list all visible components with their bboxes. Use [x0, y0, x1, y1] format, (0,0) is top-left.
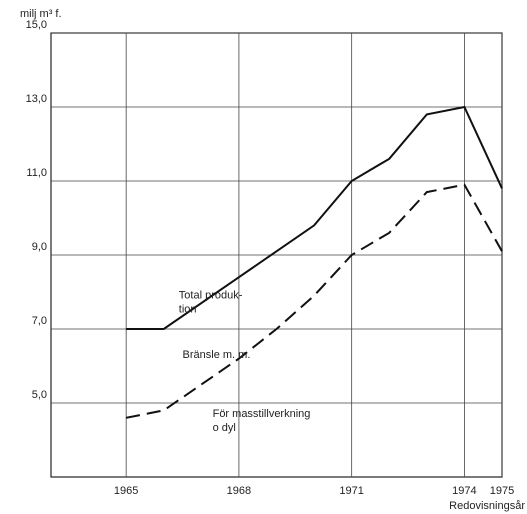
y-tick-label: 13,0 [26, 93, 47, 105]
y-axis-label: milj m³ f. [20, 8, 62, 20]
x-tick-label: 1975 [490, 485, 514, 497]
annotation: Total produk- [179, 290, 243, 302]
annotation: För masstillverkning [213, 408, 311, 420]
y-tick-label: 9,0 [32, 241, 47, 253]
y-tick-label: 5,0 [32, 389, 47, 401]
y-tick-label: 7,0 [32, 315, 47, 327]
x-tick-label: 1974 [452, 485, 476, 497]
x-tick-label: 1968 [227, 485, 251, 497]
annotation: o dyl [213, 422, 236, 434]
series-line [125, 183, 503, 419]
y-tick-label: 15,0 [26, 19, 47, 31]
x-axis-label: Redovisningsår [449, 500, 525, 512]
series-line [126, 105, 503, 330]
x-tick-label: 1965 [114, 485, 138, 497]
y-tick-label: 11,0 [26, 167, 47, 179]
annotation: Bränsle m. m. [183, 349, 251, 361]
x-tick-label: 1971 [339, 485, 363, 497]
annotation: tion [179, 304, 197, 316]
